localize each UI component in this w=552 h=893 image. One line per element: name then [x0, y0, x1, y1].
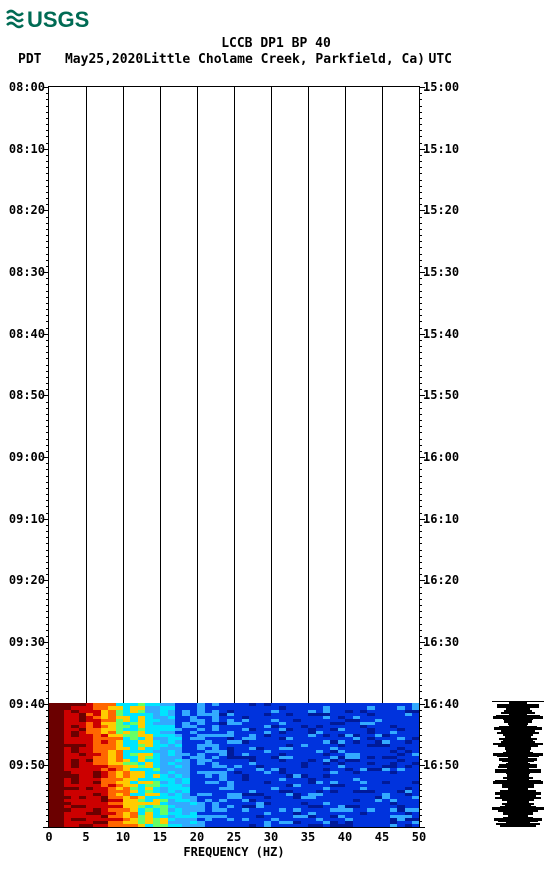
ytick-label-right: 15:00 — [423, 80, 459, 94]
xaxis-title: FREQUENCY (HZ) — [49, 845, 419, 859]
usgs-logo: USGS — [5, 5, 105, 33]
ytick-label-left: 08:10 — [9, 142, 45, 156]
ytick-label-left: 09:50 — [9, 758, 45, 772]
ytick-label-left: 08:20 — [9, 203, 45, 217]
xtick-label: 10 — [116, 830, 130, 844]
xtick-label: 25 — [227, 830, 241, 844]
ytick-label-right: 16:20 — [423, 573, 459, 587]
xtick-label: 50 — [412, 830, 426, 844]
ytick-label-right: 15:30 — [423, 265, 459, 279]
ytick-label-right: 15:10 — [423, 142, 459, 156]
right-tz: UTC — [429, 52, 452, 67]
xtick-label: 40 — [338, 830, 352, 844]
ytick-label-right: 16:00 — [423, 450, 459, 464]
ytick-label-left: 08:50 — [9, 388, 45, 402]
ytick-label-right: 16:40 — [423, 697, 459, 711]
ytick-label-left: 08:30 — [9, 265, 45, 279]
ytick-label-right: 15:20 — [423, 203, 459, 217]
trace-sample — [500, 824, 536, 827]
ytick-label-right: 16:10 — [423, 512, 459, 526]
xtick-label: 35 — [301, 830, 315, 844]
xtick-label: 15 — [153, 830, 167, 844]
ytick-label-left: 09:30 — [9, 635, 45, 649]
xtick-label: 20 — [190, 830, 204, 844]
ytick-label-left: 09:20 — [9, 573, 45, 587]
ytick-label-left: 09:10 — [9, 512, 45, 526]
svg-text:USGS: USGS — [27, 7, 89, 32]
left-tz: PDT — [18, 52, 41, 67]
ytick-label-left: 09:40 — [9, 697, 45, 711]
date-text: May25,2020 — [65, 52, 143, 67]
ytick-label-right: 15:40 — [423, 327, 459, 341]
location-text: Little Cholame Creek, Parkfield, Ca) — [143, 52, 425, 67]
xtick-label: 5 — [82, 830, 89, 844]
xtick-label: 30 — [264, 830, 278, 844]
ytick-label-right: 16:50 — [423, 758, 459, 772]
xtick-label: 0 — [45, 830, 52, 844]
ytick-label-right: 16:30 — [423, 635, 459, 649]
spectrogram-plot: FREQUENCY (HZ) 0510152025303540455008:00… — [48, 86, 420, 828]
ytick-label-left: 08:40 — [9, 327, 45, 341]
ytick-label-right: 15:50 — [423, 388, 459, 402]
ytick-label-left: 09:00 — [9, 450, 45, 464]
ytick-label-left: 08:00 — [9, 80, 45, 94]
xtick-label: 45 — [375, 830, 389, 844]
chart-title: LCCB DP1 BP 40 — [0, 36, 552, 51]
spectrogram-data — [49, 703, 419, 827]
seismic-trace-panel — [492, 86, 544, 826]
chart-subtitle: PDT May25,2020Little Cholame Creek, Park… — [18, 52, 425, 67]
